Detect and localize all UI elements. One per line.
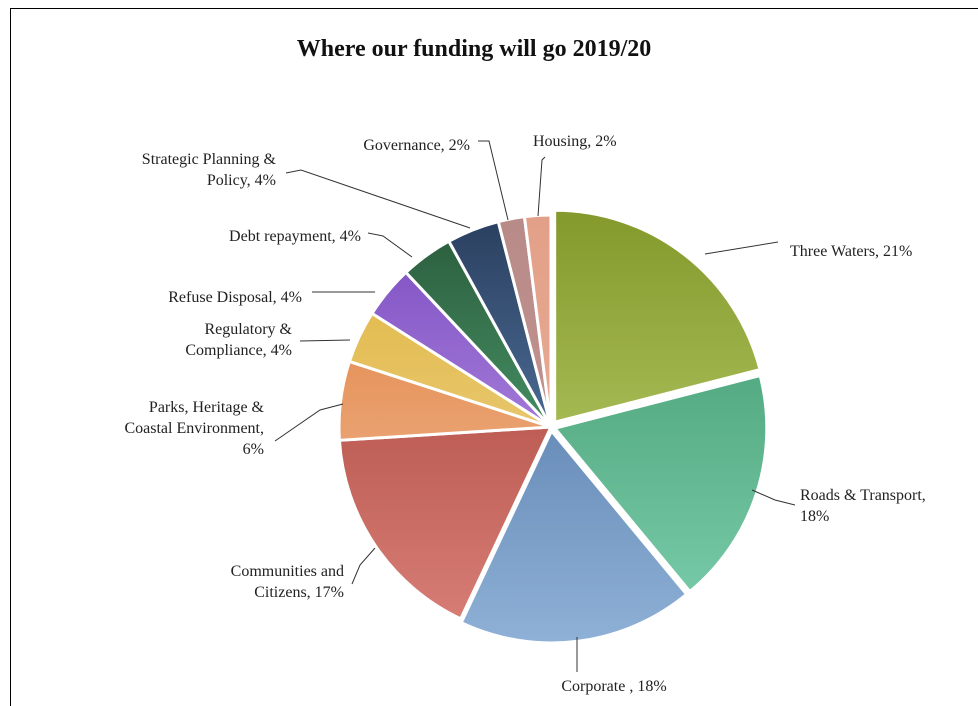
slice-label-1: Three Waters, 21% bbox=[790, 243, 912, 260]
slice-label-9: Strategic Planning & Policy, 4% bbox=[142, 151, 277, 189]
slice-labels: Three Waters, 21% Roads & Transport, 18% Co… bbox=[124, 133, 925, 695]
leader-lines bbox=[274, 140, 796, 672]
leader-line-8 bbox=[367, 232, 413, 258]
slice-label-8: Debt repayment, 4% bbox=[229, 228, 361, 245]
leader-line-11 bbox=[537, 156, 546, 217]
pie-slices bbox=[337, 208, 769, 645]
slice-label-10: Governance, 2% bbox=[363, 137, 470, 154]
pie-slice-2 bbox=[552, 373, 769, 594]
slice-label-line: Roads & Transport, bbox=[800, 487, 926, 504]
slice-label-line: Debt repayment, 4% bbox=[229, 228, 361, 245]
slice-label-line: Policy, 4% bbox=[207, 172, 276, 189]
leader-line-4 bbox=[351, 547, 376, 585]
leader-line-1 bbox=[704, 241, 779, 255]
leader-line-9 bbox=[285, 169, 471, 229]
slice-label-line: Three Waters, 21% bbox=[790, 243, 912, 260]
slice-label-11: Housing, 2% bbox=[533, 133, 617, 150]
slice-label-2: Roads & Transport, 18% bbox=[800, 487, 926, 525]
slice-label-6: Regulatory & Compliance, 4% bbox=[185, 321, 292, 359]
slice-label-line: Regulatory & bbox=[204, 321, 292, 338]
slice-label-line: Parks, Heritage & bbox=[149, 399, 265, 416]
slice-label-5: Parks, Heritage & Coastal Environment, 6% bbox=[124, 399, 264, 458]
slice-label-3: Corporate , 18% bbox=[561, 678, 666, 695]
pie-slice-3 bbox=[459, 428, 689, 645]
pie-slice-1 bbox=[553, 208, 762, 425]
slice-label-7: Refuse Disposal, 4% bbox=[168, 289, 302, 306]
chart-title: Where our funding will go 2019/20 bbox=[297, 36, 652, 62]
slice-label-line: Governance, 2% bbox=[363, 137, 470, 154]
leader-line-10 bbox=[478, 140, 509, 221]
leader-line-5 bbox=[274, 403, 344, 442]
slice-label-line: Compliance, 4% bbox=[185, 342, 292, 359]
slice-label-line: Corporate , 18% bbox=[561, 678, 666, 695]
leader-line-2 bbox=[751, 489, 796, 506]
slice-label-line: Communities and bbox=[231, 563, 344, 580]
slice-label-line: Coastal Environment, bbox=[124, 420, 264, 437]
slice-label-line: Strategic Planning & bbox=[142, 151, 277, 168]
slice-label-line: Housing, 2% bbox=[533, 133, 617, 150]
leader-line-6 bbox=[299, 339, 351, 342]
slice-label-line: 6% bbox=[243, 441, 264, 458]
slice-label-line: Citizens, 17% bbox=[254, 584, 344, 601]
pie-slice-4 bbox=[337, 425, 554, 621]
slice-label-4: Communities and Citizens, 17% bbox=[231, 563, 344, 601]
slice-label-line: 18% bbox=[800, 508, 829, 525]
slice-label-line: Refuse Disposal, 4% bbox=[168, 289, 302, 306]
